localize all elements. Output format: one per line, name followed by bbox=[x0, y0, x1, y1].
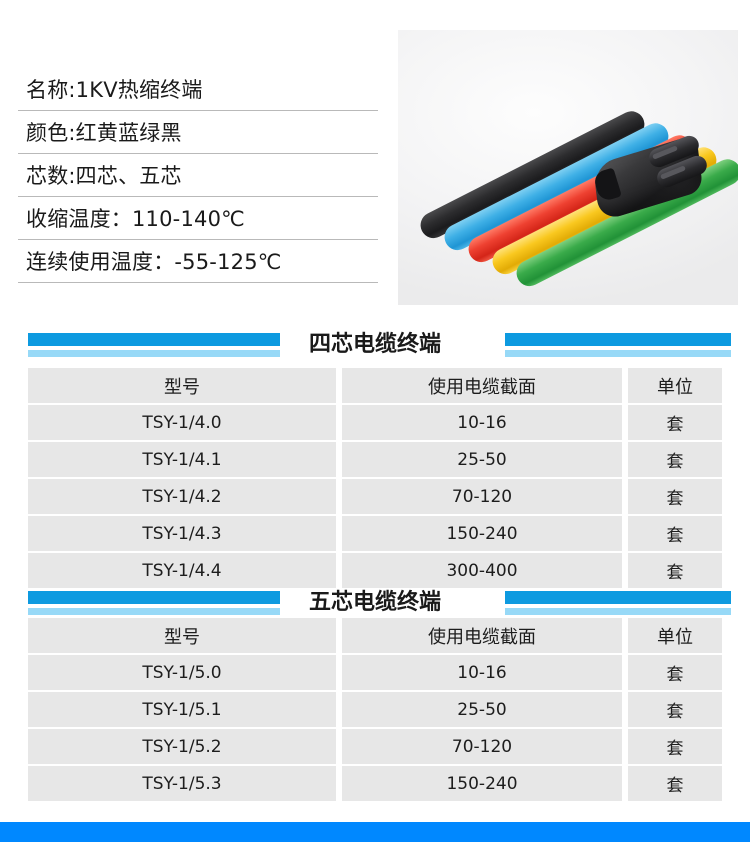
cell-model: TSY-1/4.0 bbox=[28, 405, 336, 440]
cell-unit: 套 bbox=[628, 553, 722, 588]
cell-unit: 套 bbox=[628, 729, 722, 764]
title-bar-thin bbox=[505, 608, 731, 615]
product-photo-background bbox=[398, 30, 738, 305]
title-bar-thick bbox=[505, 333, 731, 346]
table-four-core: 型号 使用电缆截面 单位 TSY-1/4.0 10-16 套 TSY-1/4.1… bbox=[28, 368, 722, 590]
spec-text-shrink-temp: 收缩温度：110-140℃ bbox=[26, 207, 245, 231]
cell-model: TSY-1/5.3 bbox=[28, 766, 336, 801]
spec-text-color: 颜色:红黄蓝绿黑 bbox=[26, 121, 182, 145]
spec-text-operating-temp: 连续使用温度：-55-125℃ bbox=[26, 250, 282, 274]
product-overview-section: 名称:1KV热缩终端 颜色:红黄蓝绿黑 芯数:四芯、五芯 收缩温度：110-14… bbox=[0, 0, 750, 318]
header-cell-section: 使用电缆截面 bbox=[342, 368, 622, 403]
cell-model: TSY-1/5.2 bbox=[28, 729, 336, 764]
cell-unit: 套 bbox=[628, 655, 722, 690]
spec-row-operating-temp: 连续使用温度：-55-125℃ bbox=[18, 240, 378, 283]
spec-text-name: 名称:1KV热缩终端 bbox=[26, 78, 203, 102]
table-header-row: 型号 使用电缆截面 单位 bbox=[28, 618, 722, 653]
header-cell-unit: 单位 bbox=[628, 618, 722, 653]
cell-section: 10-16 bbox=[342, 655, 622, 690]
spec-row-color: 颜色:红黄蓝绿黑 bbox=[18, 111, 378, 154]
title-bar-thin bbox=[28, 608, 280, 615]
cell-section: 300-400 bbox=[342, 553, 622, 588]
header-cell-model: 型号 bbox=[28, 368, 336, 403]
spec-text-cores: 芯数:四芯、五芯 bbox=[26, 164, 182, 188]
cable-breakout-boot bbox=[592, 132, 710, 223]
table-row: TSY-1/4.3 150-240 套 bbox=[28, 516, 722, 551]
table-row: TSY-1/4.2 70-120 套 bbox=[28, 479, 722, 514]
table-row: TSY-1/4.0 10-16 套 bbox=[28, 405, 722, 440]
cell-section: 10-16 bbox=[342, 405, 622, 440]
cell-unit: 套 bbox=[628, 516, 722, 551]
title-bar-thick bbox=[505, 591, 731, 604]
table-row: TSY-1/5.2 70-120 套 bbox=[28, 729, 722, 764]
section-title-text-four-core: 四芯电缆终端 bbox=[308, 332, 441, 357]
title-bar-right-five-core bbox=[505, 591, 731, 615]
cell-model: TSY-1/5.1 bbox=[28, 692, 336, 727]
cell-unit: 套 bbox=[628, 692, 722, 727]
cell-section: 70-120 bbox=[342, 479, 622, 514]
cell-section: 25-50 bbox=[342, 692, 622, 727]
table-row: TSY-1/5.3 150-240 套 bbox=[28, 766, 722, 801]
section-title-text-five-core: 五芯电缆终端 bbox=[308, 590, 441, 615]
cell-model: TSY-1/4.2 bbox=[28, 479, 336, 514]
table-row: TSY-1/4.1 25-50 套 bbox=[28, 442, 722, 477]
cell-section: 70-120 bbox=[342, 729, 622, 764]
cell-model: TSY-1/4.1 bbox=[28, 442, 336, 477]
table-row: TSY-1/5.0 10-16 套 bbox=[28, 655, 722, 690]
header-cell-model: 型号 bbox=[28, 618, 336, 653]
product-photo bbox=[398, 30, 738, 305]
cell-section: 150-240 bbox=[342, 516, 622, 551]
title-bar-thick bbox=[28, 591, 280, 604]
footer-accent-bar bbox=[0, 822, 750, 842]
cell-unit: 套 bbox=[628, 479, 722, 514]
cell-model: TSY-1/4.3 bbox=[28, 516, 336, 551]
cell-model: TSY-1/4.4 bbox=[28, 553, 336, 588]
cell-section: 25-50 bbox=[342, 442, 622, 477]
title-bar-thick bbox=[28, 333, 280, 346]
section-title-four-core: 四芯电缆终端 bbox=[0, 330, 750, 364]
spec-row-shrink-temp: 收缩温度：110-140℃ bbox=[18, 197, 378, 240]
cell-unit: 套 bbox=[628, 766, 722, 801]
cell-section: 150-240 bbox=[342, 766, 622, 801]
cell-unit: 套 bbox=[628, 405, 722, 440]
header-cell-section: 使用电缆截面 bbox=[342, 618, 622, 653]
title-bar-thin bbox=[505, 350, 731, 357]
table-row: TSY-1/5.1 25-50 套 bbox=[28, 692, 722, 727]
table-five-core: 型号 使用电缆截面 单位 TSY-1/5.0 10-16 套 TSY-1/5.1… bbox=[28, 618, 722, 803]
cell-model: TSY-1/5.0 bbox=[28, 655, 336, 690]
title-bar-thin bbox=[28, 350, 280, 357]
spec-row-name: 名称:1KV热缩终端 bbox=[18, 68, 378, 111]
title-bar-left-four-core bbox=[28, 333, 280, 357]
cell-unit: 套 bbox=[628, 442, 722, 477]
title-bar-right-four-core bbox=[505, 333, 731, 357]
spec-row-cores: 芯数:四芯、五芯 bbox=[18, 154, 378, 197]
section-title-five-core: 五芯电缆终端 bbox=[0, 588, 750, 622]
table-header-row: 型号 使用电缆截面 单位 bbox=[28, 368, 722, 403]
spec-list: 名称:1KV热缩终端 颜色:红黄蓝绿黑 芯数:四芯、五芯 收缩温度：110-14… bbox=[18, 68, 378, 283]
title-bar-left-five-core bbox=[28, 591, 280, 615]
table-row: TSY-1/4.4 300-400 套 bbox=[28, 553, 722, 588]
header-cell-unit: 单位 bbox=[628, 368, 722, 403]
